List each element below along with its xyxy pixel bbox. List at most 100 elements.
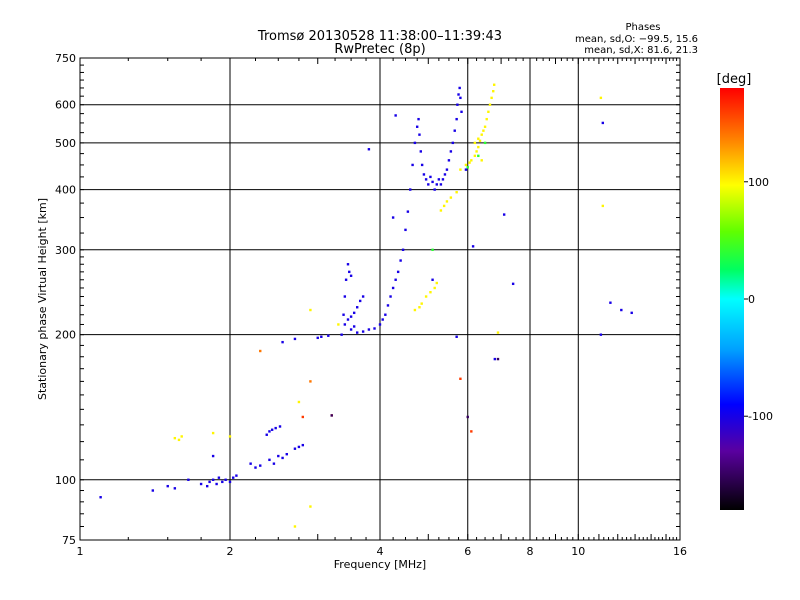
data-point — [309, 308, 312, 312]
data-point — [429, 175, 432, 179]
data-point — [297, 445, 301, 449]
data-point — [455, 335, 458, 338]
data-point — [349, 274, 353, 277]
data-point — [367, 148, 371, 151]
chart-title: Tromsø 20130528 11:38:00–11:39:43 — [257, 29, 502, 44]
data-point — [401, 248, 405, 252]
data-point — [270, 428, 274, 431]
data-point — [293, 447, 297, 450]
data-point — [422, 173, 426, 176]
data-point — [445, 200, 449, 203]
data-point — [211, 454, 215, 458]
data-point — [166, 484, 169, 488]
colorbar — [720, 88, 744, 510]
data-point — [477, 145, 480, 149]
data-point — [493, 357, 497, 361]
data-point — [411, 163, 414, 167]
data-point — [464, 163, 468, 167]
data-point — [396, 270, 400, 274]
data-point — [433, 188, 436, 191]
data-point — [343, 323, 347, 326]
data-point — [348, 270, 351, 274]
data-point — [496, 357, 500, 361]
data-point — [601, 121, 605, 125]
data-point — [435, 281, 438, 285]
data-point — [483, 125, 487, 128]
x-tick-label: 6 — [464, 545, 471, 558]
y-tick-label: 200 — [55, 329, 76, 342]
data-point — [480, 159, 483, 162]
data-point — [367, 328, 371, 331]
data-point — [173, 487, 177, 490]
data-point — [199, 482, 203, 486]
data-point — [418, 306, 421, 309]
y-tick-label: 750 — [55, 52, 76, 65]
data-point — [477, 154, 480, 158]
data-point — [386, 304, 390, 307]
data-point — [456, 103, 459, 106]
data-point — [355, 306, 359, 309]
data-point — [620, 308, 623, 312]
data-point — [449, 196, 453, 199]
data-point — [424, 295, 428, 298]
data-point — [343, 295, 347, 298]
data-point — [320, 335, 323, 338]
x-tick-label: 16 — [673, 545, 687, 558]
y-tick-labels: 75 100 200 300 400 500 600 750 — [55, 52, 76, 547]
x-tick-label: 4 — [377, 545, 384, 558]
data-point — [249, 462, 252, 465]
x-tick-label: 10 — [571, 545, 585, 558]
data-point — [417, 117, 420, 121]
data-point — [439, 183, 443, 186]
data-point — [431, 180, 434, 184]
data-point — [278, 425, 282, 428]
data-point — [391, 216, 395, 219]
data-point — [373, 327, 376, 330]
data-point — [482, 129, 485, 132]
data-point — [355, 331, 359, 334]
data-point — [488, 103, 492, 106]
data-point — [418, 133, 421, 136]
y-axis-label: Stationary phase Virtual Height [km] — [36, 198, 49, 400]
data-point — [344, 278, 348, 281]
data-point — [346, 263, 350, 266]
data-point — [268, 458, 271, 462]
data-point — [361, 295, 365, 298]
data-point — [330, 414, 333, 417]
data-point — [459, 168, 462, 171]
data-point — [431, 248, 434, 252]
y-tick-label: 300 — [55, 244, 76, 257]
stats-line-x: mean, sd,X: 81.6, 21.3 — [584, 45, 698, 56]
data-point — [459, 96, 462, 100]
data-point — [470, 430, 473, 433]
data-point — [342, 313, 345, 316]
data-point — [277, 454, 280, 458]
data-point — [443, 173, 447, 176]
data-point — [502, 213, 506, 216]
colorbar-tick-label: -100 — [748, 410, 773, 423]
x-tick-label: 2 — [227, 545, 234, 558]
data-point — [413, 308, 417, 312]
data-point — [235, 474, 238, 477]
data-point — [455, 191, 458, 194]
x-tick-label: 8 — [527, 545, 534, 558]
data-point — [470, 159, 473, 162]
data-point — [468, 161, 471, 164]
colorbar-label: [deg] — [717, 72, 752, 87]
data-point — [451, 141, 455, 145]
data-point — [211, 431, 215, 435]
data-point — [394, 114, 397, 117]
data-point — [337, 323, 340, 326]
data-point — [99, 496, 102, 499]
data-point — [228, 435, 232, 438]
data-point — [211, 478, 215, 481]
data-point — [265, 433, 268, 436]
data-point — [419, 150, 423, 153]
data-point — [232, 476, 235, 479]
data-point — [346, 318, 350, 321]
data-point — [609, 301, 612, 304]
data-point — [293, 337, 297, 341]
data-point — [466, 415, 469, 419]
data-point — [441, 178, 445, 181]
x-tick-label: 1 — [77, 545, 84, 558]
